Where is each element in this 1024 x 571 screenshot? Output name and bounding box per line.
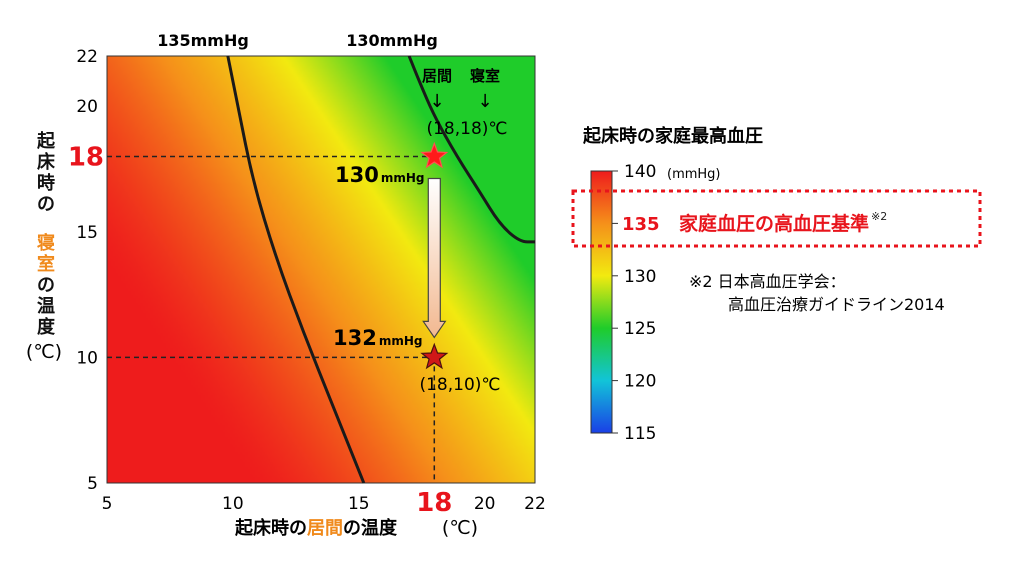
contour-135 xyxy=(226,55,366,484)
x-tick: 20 xyxy=(474,494,496,514)
y-tick: 22 xyxy=(76,47,98,67)
down-arrow xyxy=(422,177,447,339)
y-label-char: 温 xyxy=(37,296,55,317)
footnote-line-1: ※2 日本高血圧学会： xyxy=(689,272,846,291)
point-header-bedroom: 寝室 xyxy=(470,67,500,85)
colorbar-tick-label: 120 xyxy=(624,372,656,392)
point-coord-bottom: (18,10)℃ xyxy=(419,375,500,395)
star-marker-top xyxy=(420,141,449,169)
point-coord-top: (18,18)℃ xyxy=(426,119,507,139)
y-label-char: の xyxy=(37,275,55,296)
colorbar-unit: (mmHg) xyxy=(667,167,721,182)
heatmap-surface xyxy=(107,56,535,483)
guide-lines xyxy=(107,155,436,483)
y-tick: 20 xyxy=(76,97,98,117)
footnote-line-2: 高血圧治療ガイドライン2014 xyxy=(728,295,945,314)
x-axis-unit: (℃) xyxy=(442,517,478,539)
x-tick: 22 xyxy=(524,494,546,514)
x-tick: 10 xyxy=(222,494,244,514)
threshold-value: 135 xyxy=(622,214,660,235)
contour-label-135: 135mmHg xyxy=(157,31,249,50)
y-label-char: 度 xyxy=(37,316,56,338)
contour-130 xyxy=(407,55,535,244)
threshold-box xyxy=(571,189,982,248)
y-axis-ticks: 22 20 15 10 5 18 xyxy=(68,47,104,494)
y-tick: 10 xyxy=(76,348,98,368)
y-tick-highlight: 18 xyxy=(68,142,104,172)
contour-lines xyxy=(226,55,535,484)
colorbar-ticks: 140 130 125 120 115 xyxy=(612,162,656,444)
y-label-char: 床 xyxy=(37,151,56,173)
point-label-top: 130 mmHg xyxy=(335,163,424,187)
data-points xyxy=(420,141,449,370)
x-axis-label: 起床時の居間の温度 xyxy=(234,517,398,539)
y-label-char: 寝 xyxy=(37,232,55,254)
y-label-char: 室 xyxy=(37,253,55,275)
x-tick: 15 xyxy=(348,494,370,514)
y-tick: 5 xyxy=(87,474,98,494)
star-marker-bottom xyxy=(420,342,449,370)
svg-text:130mmHg: 130 mmHg xyxy=(335,163,424,187)
threshold-text: 家庭血圧の高血圧基準 ※2 xyxy=(679,210,887,235)
point-label-bottom: 132 mmHg xyxy=(333,326,422,350)
colorbar-title: 起床時の家庭最高血圧 xyxy=(582,125,763,147)
point-header-living: 居間 xyxy=(422,67,452,85)
x-axis-ticks: 5 10 15 20 22 18 xyxy=(102,488,546,518)
point-header-arrow-living: ↓ xyxy=(429,91,444,112)
colorbar-tick-label: 130 xyxy=(624,267,656,287)
colorbar-tick-label: 125 xyxy=(624,319,656,339)
y-label-char: 起 xyxy=(36,130,56,152)
colorbar-tick-label: 115 xyxy=(624,424,656,444)
x-tick: 5 xyxy=(102,494,113,514)
colorbar-tick-label: 140 xyxy=(624,162,656,182)
y-tick: 15 xyxy=(76,223,98,243)
y-axis-unit: (℃) xyxy=(26,341,62,363)
point-header-arrow-bedroom: ↓ xyxy=(477,91,492,112)
contour-label-130: 130mmHg xyxy=(346,31,438,50)
colorbar xyxy=(590,170,613,434)
y-label-char: 時 xyxy=(37,173,55,194)
plot-frame xyxy=(106,55,536,484)
y-label-char: の xyxy=(37,194,55,215)
x-tick-highlight: 18 xyxy=(416,488,452,518)
